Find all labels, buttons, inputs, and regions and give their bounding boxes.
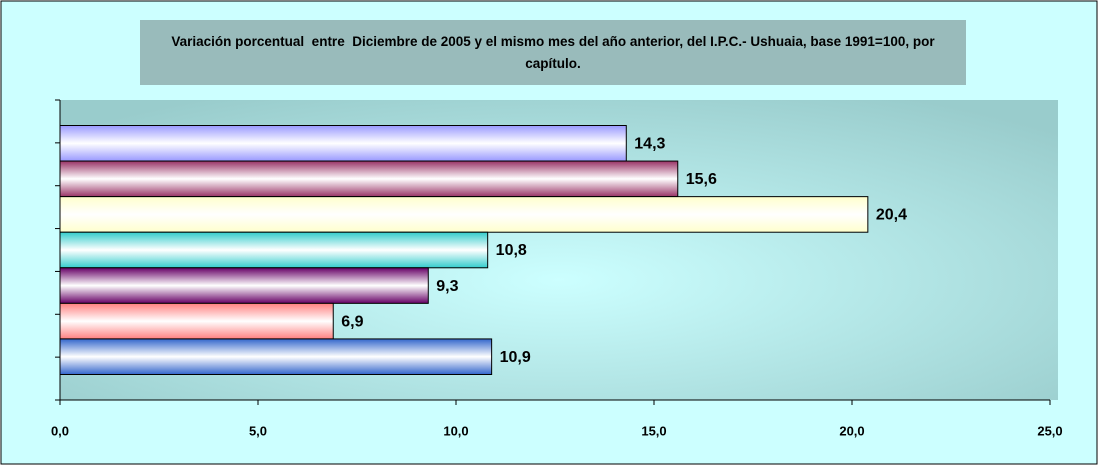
value-label: 10,9 [500, 349, 531, 366]
bar [59, 125, 627, 162]
bar [59, 160, 679, 198]
bar [59, 338, 493, 375]
bar [59, 267, 429, 304]
bar [59, 231, 489, 269]
x-tick-label: 0,0 [51, 423, 69, 438]
value-label: 6,9 [341, 313, 363, 330]
value-label: 14,3 [634, 136, 665, 153]
x-tick-label: 20,0 [839, 423, 864, 438]
value-label: 9,3 [436, 278, 458, 295]
value-label: 15,6 [686, 171, 717, 188]
bar [59, 196, 869, 233]
value-label: 10,8 [496, 242, 527, 259]
value-label: 20,4 [876, 207, 907, 224]
title-container: Variación porcentual entre Diciembre de … [171, 33, 939, 71]
x-tick-label: 5,0 [249, 423, 267, 438]
x-tick-label: 15,0 [641, 423, 666, 438]
title-box [140, 20, 966, 85]
chart-title: Variación porcentual entre Diciembre de … [171, 33, 939, 71]
x-tick-label: 10,0 [443, 423, 468, 438]
x-tick-label: 25,0 [1037, 423, 1062, 438]
bar [59, 302, 334, 340]
